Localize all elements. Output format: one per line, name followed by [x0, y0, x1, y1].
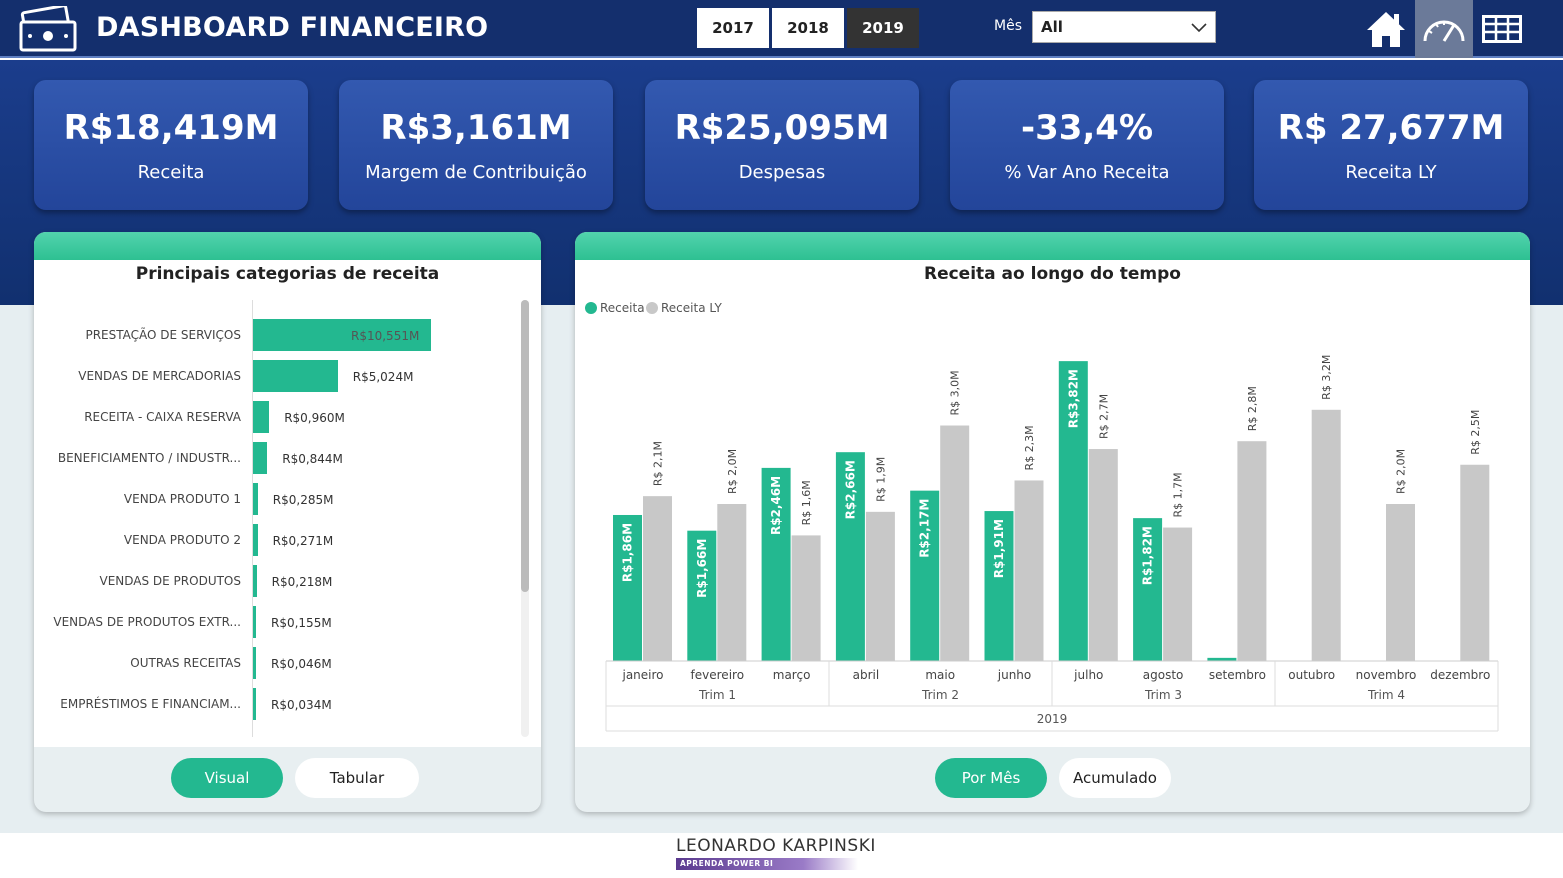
category-value-label: R$0,960M	[284, 411, 345, 425]
legend-item-receita[interactable]: Receita	[585, 301, 645, 315]
category-label: BENEFICIAMENTO / INDUSTR...	[57, 451, 241, 465]
panel-header-strip	[575, 232, 1530, 262]
category-label: VENDA PRODUTO 2	[123, 533, 241, 547]
category-bar[interactable]	[253, 401, 270, 433]
table-view-button[interactable]	[1473, 0, 1531, 58]
header-bar: DASHBOARD FINANCEIRO 2017 2018 2019 Mês …	[0, 0, 1563, 58]
category-value-label: R$5,024M	[352, 370, 414, 384]
category-value-label: R$0,844M	[282, 452, 343, 466]
time-panel: Receita ao longo do tempo Por Mês Acumul…	[575, 232, 1530, 812]
category-bar[interactable]	[253, 483, 258, 515]
speedometer-icon	[1423, 20, 1465, 42]
panel-header-strip	[34, 232, 541, 262]
category-value-label: R$0,155M	[271, 616, 332, 630]
home-button[interactable]	[1357, 0, 1415, 58]
category-label: VENDAS DE PRODUTOS	[99, 574, 241, 588]
category-label: RECEITA - CAIXA RESERVA	[84, 410, 241, 424]
category-value-label: R$0,218M	[271, 575, 333, 589]
kpi-value: R$18,419M	[63, 108, 279, 148]
kpi-label: % Var Ano Receita	[1004, 162, 1170, 183]
legend-item-receita-ly[interactable]: Receita LY	[646, 301, 722, 315]
category-bar[interactable]	[253, 606, 256, 638]
categories-chart-title: Principais categorias de receita	[135, 264, 440, 284]
money-icon	[19, 6, 77, 52]
home-icon	[1367, 12, 1405, 47]
kpi-card-margem: R$3,161M Margem de Contribuição	[339, 80, 613, 210]
category-bar[interactable]	[253, 565, 257, 597]
tabular-button[interactable]: Tabular	[295, 758, 419, 798]
kpi-label: Margem de Contribuição	[365, 162, 587, 183]
year-button-2018[interactable]: 2018	[772, 8, 844, 48]
footer-logo: LEONARDO KARPINSKI APRENDA POWER BI	[676, 836, 886, 872]
month-select[interactable]: All	[1032, 11, 1216, 43]
chevron-down-icon	[1191, 23, 1207, 33]
category-label: PRESTAÇÃO DE SERVIÇOS	[85, 328, 241, 342]
panel-body	[575, 260, 1530, 747]
kpi-card-despesas: R$25,095M Despesas	[645, 80, 919, 210]
category-bar[interactable]	[253, 524, 258, 556]
category-label: EMPRÉSTIMOS E FINANCIAM...	[60, 697, 241, 711]
category-bar[interactable]	[253, 688, 256, 720]
app-title: DASHBOARD FINANCEIRO	[96, 12, 489, 43]
category-bar[interactable]	[253, 647, 256, 679]
category-value-label: R$0,046M	[271, 657, 332, 671]
by-month-button[interactable]: Por Mês	[935, 758, 1047, 798]
category-value-label: R$0,271M	[272, 534, 334, 548]
kpi-label: Receita	[137, 162, 205, 183]
dashboard-button[interactable]	[1415, 0, 1473, 58]
category-bar[interactable]	[253, 319, 431, 351]
kpi-card-receita-ly: R$ 27,677M Receita LY	[1254, 80, 1528, 210]
category-axis-line	[252, 300, 253, 737]
kpi-value: R$25,095M	[674, 108, 890, 148]
legend-label: Receita LY	[661, 301, 722, 315]
visual-button[interactable]: Visual	[171, 758, 283, 798]
scrollbar-thumb[interactable]	[521, 300, 529, 592]
cumulative-button[interactable]: Acumulado	[1059, 758, 1171, 798]
category-bar[interactable]	[253, 360, 338, 392]
category-label: VENDA PRODUTO 1	[123, 492, 241, 506]
month-select-value: All	[1041, 18, 1063, 36]
kpi-label: Despesas	[738, 162, 826, 183]
legend-label: Receita	[600, 301, 645, 315]
footer-name: LEONARDO KARPINSKI	[676, 836, 876, 856]
month-label: Mês	[994, 18, 1022, 34]
kpi-value: -33,4%	[1020, 108, 1154, 148]
year-button-2019[interactable]: 2019	[847, 8, 919, 48]
category-value-label: R$0,285M	[272, 493, 334, 507]
legend-dot	[646, 302, 658, 314]
table-icon	[1482, 15, 1522, 43]
time-chart-title: Receita ao longo do tempo	[923, 264, 1181, 284]
category-label: VENDAS DE PRODUTOS EXTR...	[53, 615, 241, 629]
category-label: VENDAS DE MERCADORIAS	[78, 369, 241, 383]
kpi-label: Receita LY	[1345, 162, 1437, 183]
kpi-value: R$ 27,677M	[1277, 108, 1505, 148]
legend-dot	[585, 302, 597, 314]
category-label: OUTRAS RECEITAS	[130, 656, 241, 670]
year-button-2017[interactable]: 2017	[697, 8, 769, 48]
kpi-card-receita: R$18,419M Receita	[34, 80, 308, 210]
kpi-card-var-ano: -33,4% % Var Ano Receita	[950, 80, 1224, 210]
kpi-value: R$3,161M	[380, 108, 572, 148]
category-value-label: R$0,034M	[271, 698, 332, 712]
footer-tagline: APRENDA POWER BI	[676, 858, 858, 870]
category-bar[interactable]	[253, 442, 268, 474]
category-value-label: R$10,551M	[351, 329, 420, 343]
